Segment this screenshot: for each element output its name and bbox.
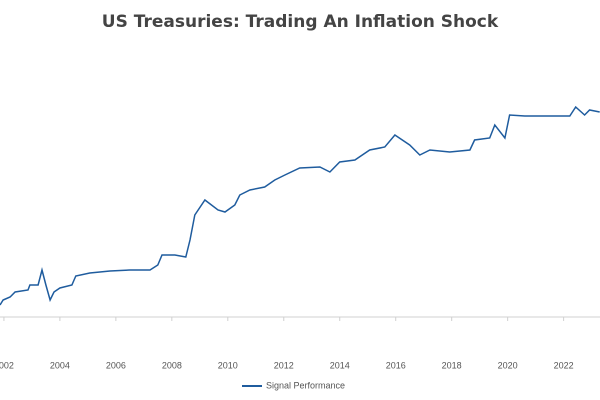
x-tick-label: 2022: [554, 360, 574, 370]
x-tick-label: 2020: [498, 360, 518, 370]
legend-label: Signal Performance: [266, 380, 345, 390]
chart-title: US Treasuries: Trading An Inflation Shoc…: [102, 12, 499, 32]
x-tick-label: 2014: [330, 360, 350, 370]
x-tick-label: 2012: [274, 360, 294, 370]
x-tick-label: 2004: [50, 360, 70, 370]
x-tick-label: 2010: [218, 360, 238, 370]
x-tick-label: 2018: [442, 360, 462, 370]
series-line: [0, 105, 600, 306]
x-tick-label: 2008: [162, 360, 182, 370]
x-tick-label: 2016: [386, 360, 406, 370]
x-tick-label: 2006: [106, 360, 126, 370]
x-tick-label: 2002: [0, 360, 14, 370]
